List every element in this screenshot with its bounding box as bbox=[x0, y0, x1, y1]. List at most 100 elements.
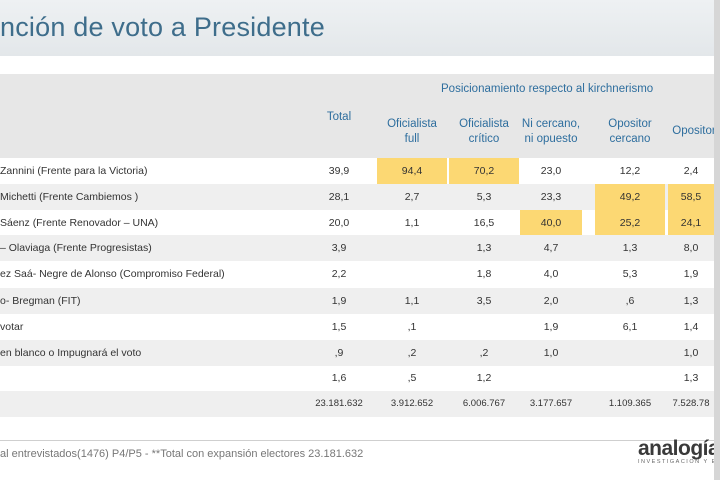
col-header-4: Opositor cercano bbox=[590, 117, 670, 147]
table-cell bbox=[520, 365, 582, 391]
footer-divider bbox=[0, 440, 720, 441]
table-row: ez Saá- Negre de Alonso (Compromiso Fede… bbox=[0, 261, 720, 287]
table-cell: 4,7 bbox=[543, 242, 559, 254]
table-cell: 3,5 bbox=[476, 295, 492, 307]
table-cell bbox=[449, 314, 519, 340]
group-header: Posicionamiento respecto al kirchnerismo bbox=[441, 83, 654, 95]
table-cell: 2,7 bbox=[404, 191, 420, 203]
table-cell: 39,9 bbox=[328, 165, 350, 177]
col-header-line: ni opuesto bbox=[524, 133, 578, 145]
table-row: en blanco o Impugnará el voto ,9 ,2 ,2 1,0 1,… bbox=[0, 340, 720, 366]
table-cell: 40,0 bbox=[520, 210, 582, 236]
title-band bbox=[0, 0, 720, 56]
table-cell: 28,1 bbox=[328, 191, 350, 203]
col-header-line: crítico bbox=[468, 133, 500, 145]
table-cell: 58,5 bbox=[668, 184, 714, 210]
table-cell: 20,0 bbox=[328, 217, 350, 229]
table-cell: 1,3 bbox=[683, 372, 699, 384]
col-header-line: full bbox=[404, 133, 420, 145]
logo-tagline: INVESTIGACION Y ESTRATE bbox=[638, 459, 720, 465]
table-cell: 24,1 bbox=[668, 210, 714, 236]
table-cell: 70,2 bbox=[449, 158, 519, 184]
table-row: Zannini (Frente para la Victoria) 39,9 94,… bbox=[0, 158, 720, 184]
table-cell: ,6 bbox=[625, 295, 635, 307]
table-cell: ,5 bbox=[407, 372, 417, 384]
footnote: al entrevistados(1476) P4/P5 - **Total c… bbox=[0, 448, 364, 460]
table-cell: 1,2 bbox=[476, 372, 492, 384]
table-cell: 23,0 bbox=[540, 165, 562, 177]
table-cell: 23.181.632 bbox=[315, 398, 363, 409]
col-header-line: Opositor bbox=[608, 118, 652, 130]
col-header-label: Total bbox=[326, 111, 352, 123]
table-cell: 23,3 bbox=[540, 191, 562, 203]
col-header-2: Oficialista crítico bbox=[444, 117, 524, 147]
table-cell bbox=[595, 365, 665, 391]
col-header-line: Oficialista bbox=[387, 118, 437, 130]
row-label: Michetti (Frente Cambiemos ) bbox=[0, 191, 139, 203]
table-cell: 3,9 bbox=[331, 242, 347, 254]
col-header-line: Opositor bbox=[672, 125, 716, 137]
col-header-3: Ni cercano, ni opuesto bbox=[511, 117, 591, 147]
col-header-5: Opositor bbox=[654, 124, 720, 139]
table-cell: ,2 bbox=[479, 347, 489, 359]
col-header-line: Ni cercano, bbox=[521, 118, 581, 130]
table-cell: 1,6 bbox=[331, 372, 347, 384]
table-cell: 3.912.652 bbox=[390, 398, 434, 409]
table-row: – Olaviaga (Frente Progresistas) 3,9 1,3 4,… bbox=[0, 235, 720, 261]
table-cell: ,9 bbox=[334, 347, 344, 359]
table-cell: 1,3 bbox=[622, 242, 638, 254]
table-cell: 7.528.78 bbox=[672, 398, 710, 409]
table-cell: 4,0 bbox=[543, 268, 559, 280]
row-label: ez Saá- Negre de Alonso (Compromiso Fede… bbox=[0, 268, 225, 280]
table-cell: 5,3 bbox=[622, 268, 638, 280]
table-row: o- Bregman (FIT) 1,9 1,1 3,5 2,0 ,6 1,3 bbox=[0, 288, 720, 314]
table-cell: 1,9 bbox=[331, 295, 347, 307]
table-cell: 5,3 bbox=[476, 191, 492, 203]
window-edge bbox=[714, 0, 720, 480]
col-header-line: cercano bbox=[609, 133, 651, 145]
table-row: 23.181.632 3.912.652 6.006.767 3.177.657 1.1… bbox=[0, 391, 720, 417]
table-cell: 1,9 bbox=[683, 268, 699, 280]
table-cell: 1,1 bbox=[404, 217, 420, 229]
table-cell: 2,4 bbox=[683, 165, 699, 177]
table-cell: 1,3 bbox=[476, 242, 492, 254]
table-cell: 1,8 bbox=[476, 268, 492, 280]
table-cell: 1,0 bbox=[683, 347, 699, 359]
row-label: o- Bregman (FIT) bbox=[0, 295, 81, 307]
col-header-line: Oficialista bbox=[459, 118, 509, 130]
table-cell: 6,1 bbox=[622, 321, 638, 333]
table-row: Sáenz (Frente Renovador – UNA) 20,0 1,1 16,… bbox=[0, 210, 720, 236]
table-header bbox=[0, 74, 720, 158]
table-cell: 2,0 bbox=[543, 295, 559, 307]
col-header-1: Oficialista full bbox=[372, 117, 452, 147]
table-cell: 8,0 bbox=[683, 242, 699, 254]
table-cell: 16,5 bbox=[473, 217, 495, 229]
table-cell bbox=[377, 261, 447, 287]
table-cell: 3.177.657 bbox=[529, 398, 573, 409]
table-cell: 25,2 bbox=[595, 210, 665, 236]
row-label: votar bbox=[0, 321, 24, 333]
table-cell: 12,2 bbox=[619, 165, 641, 177]
table-cell bbox=[377, 235, 447, 261]
table-cell: 1,1 bbox=[404, 295, 420, 307]
page-title: nción de voto a Presidente bbox=[0, 12, 325, 42]
table-row: 1,6 ,5 1,2 1,3 bbox=[0, 365, 720, 391]
table-cell: 1,3 bbox=[683, 295, 699, 307]
row-label: Sáenz (Frente Renovador – UNA) bbox=[0, 217, 159, 229]
table-cell: 94,4 bbox=[377, 158, 447, 184]
table-cell: 1,0 bbox=[543, 347, 559, 359]
table-cell: 1,5 bbox=[331, 321, 347, 333]
logo-name: analogía bbox=[638, 437, 720, 460]
table-cell: 49,2 bbox=[595, 184, 665, 210]
table-row: Michetti (Frente Cambiemos ) 28,1 2,7 5,3 23… bbox=[0, 184, 720, 210]
table-row: votar 1,5 ,1 1,9 6,1 1,4 bbox=[0, 314, 720, 340]
table-cell: 6.006.767 bbox=[462, 398, 506, 409]
row-label: – Olaviaga (Frente Progresistas) bbox=[0, 242, 152, 254]
table-cell: 1,4 bbox=[683, 321, 699, 333]
row-label: en blanco o Impugnará el voto bbox=[0, 347, 142, 359]
table-cell: ,2 bbox=[407, 347, 417, 359]
col-header-total: Total bbox=[309, 110, 369, 125]
table-cell: 1,9 bbox=[543, 321, 559, 333]
analogia-logo: analogía INVESTIGACION Y ESTRATE bbox=[638, 437, 720, 477]
table-cell: 2,2 bbox=[331, 268, 347, 280]
